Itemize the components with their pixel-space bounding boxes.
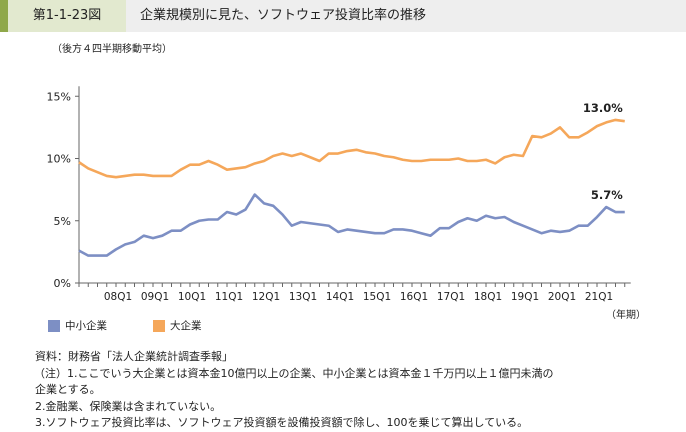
end-label: 5.7% [591, 188, 623, 202]
series-line-sme [79, 195, 625, 256]
legend-item-sme: 中小企業 [48, 318, 107, 333]
y-tick-label: 5% [54, 215, 71, 228]
x-tick-label: 18Q1 [474, 291, 502, 303]
x-tick-label: 19Q1 [511, 291, 539, 303]
x-tick-label: 10Q1 [178, 291, 206, 303]
y-tick-label: 10% [47, 153, 71, 166]
x-tick-label: 12Q1 [252, 291, 280, 303]
note-2: 2.金融業、保険業は含まれていない。 [35, 399, 554, 416]
x-tick-label: 08Q1 [104, 291, 132, 303]
y-tick-label: 0% [54, 277, 71, 290]
y-tick-label: 15% [47, 90, 71, 103]
x-axis-label: （年期） [606, 306, 646, 321]
note-1: （注）1.ここでいう大企業とは資本金10億円以上の企業、中小企業とは資本金１千万… [34, 366, 554, 383]
x-tick-label: 11Q1 [215, 291, 243, 303]
note-source: 資料：財務省「法人企業統計調査季報」 [35, 349, 554, 366]
legend-swatch-large [153, 320, 165, 332]
legend-label-sme: 中小企業 [65, 318, 107, 333]
legend-label-large: 大企業 [170, 318, 202, 333]
note-1-cont: 企業とする。 [35, 382, 554, 399]
x-tick-label: 16Q1 [400, 291, 428, 303]
x-tick-label: 13Q1 [289, 291, 317, 303]
end-label: 13.0% [583, 101, 623, 115]
x-tick-label: 15Q1 [363, 291, 391, 303]
series-line-large [79, 120, 625, 177]
x-tick-label: 14Q1 [326, 291, 354, 303]
x-tick-label: 21Q1 [585, 291, 613, 303]
x-tick-label: 17Q1 [437, 291, 465, 303]
note-3: 3.ソフトウェア投資比率は、ソフトウェア投資額を設備投資額で除し、100を乗じて… [35, 415, 554, 432]
notes: 資料：財務省「法人企業統計調査季報」 （注）1.ここでいう大企業とは資本金10億… [35, 349, 554, 432]
legend-swatch-sme [48, 320, 60, 332]
x-tick-label: 09Q1 [141, 291, 169, 303]
legend-item-large: 大企業 [153, 318, 202, 333]
x-tick-label: 20Q1 [548, 291, 576, 303]
